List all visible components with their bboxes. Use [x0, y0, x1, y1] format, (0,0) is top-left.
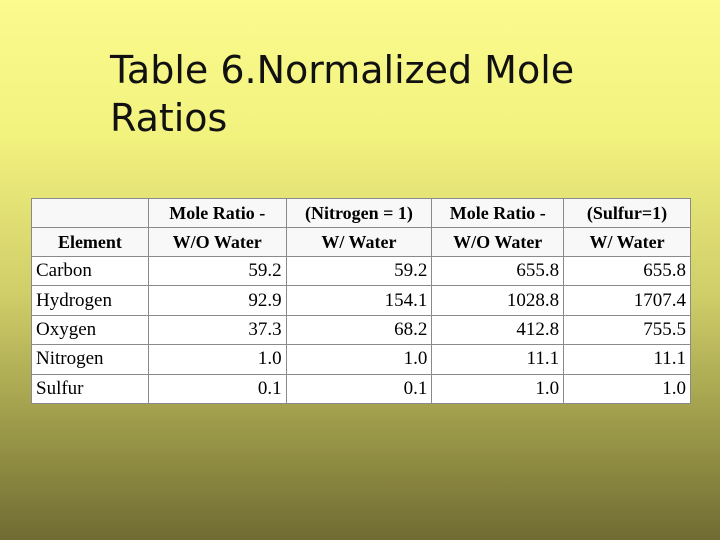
- value-cell: 655.8: [431, 255, 565, 287]
- value-cell: 154.1: [285, 285, 433, 316]
- header-row-bottom: Element W/O Water W/ Water W/O Water W/ …: [31, 227, 691, 257]
- value-cell: 0.1: [147, 373, 287, 405]
- mole-ratio-table-container: Mole Ratio - (Nitrogen = 1) Mole Ratio -…: [31, 198, 691, 405]
- table-row: Sulfur 0.1 0.1 1.0 1.0: [31, 373, 691, 405]
- element-cell: Hydrogen: [31, 285, 149, 316]
- value-cell: 1707.4: [563, 285, 691, 316]
- header-cell: (Nitrogen = 1): [285, 198, 433, 228]
- header-cell: W/ Water: [563, 227, 691, 257]
- table-row: Oxygen 37.3 68.2 412.8 755.5: [31, 314, 691, 346]
- element-cell: Nitrogen: [31, 344, 149, 375]
- table-row: Hydrogen 92.9 154.1 1028.8 1707.4: [31, 285, 691, 316]
- header-cell: W/ Water: [285, 227, 433, 257]
- element-cell: Sulfur: [31, 373, 149, 405]
- header-cell: W/O Water: [147, 227, 287, 257]
- value-cell: 1.0: [563, 373, 691, 405]
- mole-ratio-table: Mole Ratio - (Nitrogen = 1) Mole Ratio -…: [31, 198, 691, 405]
- header-cell: Mole Ratio -: [431, 198, 565, 228]
- value-cell: 37.3: [147, 314, 287, 346]
- value-cell: 1.0: [285, 344, 433, 375]
- header-row-top: Mole Ratio - (Nitrogen = 1) Mole Ratio -…: [31, 198, 691, 228]
- header-cell: [31, 198, 149, 228]
- table-row: Nitrogen 1.0 1.0 11.1 11.1: [31, 344, 691, 375]
- value-cell: 0.1: [285, 373, 433, 405]
- table-row: Carbon 59.2 59.2 655.8 655.8: [31, 255, 691, 287]
- header-cell: Element: [31, 227, 149, 257]
- slide-title: Table 6.Normalized Mole Ratios: [110, 46, 670, 142]
- header-cell: (Sulfur=1): [563, 198, 691, 228]
- value-cell: 1.0: [147, 344, 287, 375]
- slide-title-line-2: Ratios: [110, 96, 228, 140]
- value-cell: 59.2: [147, 255, 287, 287]
- value-cell: 92.9: [147, 285, 287, 316]
- slide-title-line-1: Table 6.Normalized Mole: [110, 48, 575, 92]
- value-cell: 11.1: [563, 344, 691, 375]
- value-cell: 412.8: [431, 314, 565, 346]
- value-cell: 755.5: [563, 314, 691, 346]
- header-cell: Mole Ratio -: [147, 198, 287, 228]
- value-cell: 1.0: [431, 373, 565, 405]
- element-cell: Carbon: [31, 255, 149, 287]
- value-cell: 59.2: [285, 255, 433, 287]
- value-cell: 1028.8: [431, 285, 565, 316]
- value-cell: 655.8: [563, 255, 691, 287]
- value-cell: 11.1: [431, 344, 565, 375]
- value-cell: 68.2: [285, 314, 433, 346]
- header-cell: W/O Water: [431, 227, 565, 257]
- element-cell: Oxygen: [31, 314, 149, 346]
